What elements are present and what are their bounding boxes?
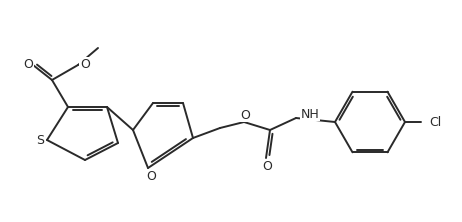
Text: NH: NH [301, 107, 320, 121]
Text: O: O [80, 57, 90, 71]
Text: O: O [146, 170, 156, 182]
Text: O: O [240, 109, 250, 121]
Text: S: S [36, 133, 44, 147]
Text: O: O [262, 159, 272, 172]
Text: Cl: Cl [429, 115, 441, 129]
Text: O: O [23, 57, 33, 71]
